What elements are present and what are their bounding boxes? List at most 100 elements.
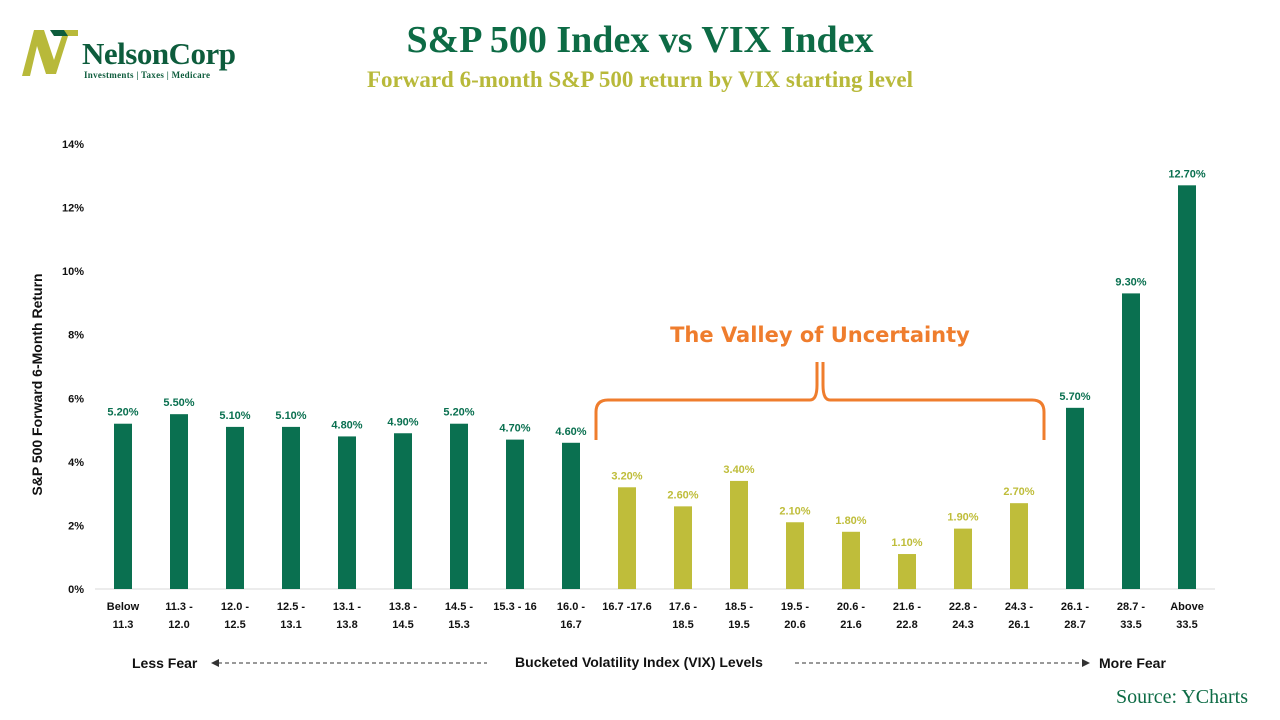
logo-name: NelsonCorp (82, 36, 236, 71)
x-tick-label: 16.0 - (557, 601, 585, 613)
data-label: 3.40% (723, 464, 754, 476)
y-tick-label: 2% (68, 520, 84, 532)
data-label: 1.80% (835, 515, 866, 527)
x-tick-label: 13.1 (280, 619, 301, 631)
nelsoncorp-logo: NelsonCorp Investments | Taxes | Medicar… (20, 24, 240, 84)
bar (1066, 407, 1084, 589)
valley-annotation: The Valley of Uncertainty (670, 323, 970, 347)
bar (450, 423, 468, 589)
bar (170, 414, 188, 589)
valley-brace (594, 362, 1046, 440)
bar (394, 433, 412, 589)
x-tick-label: 14.5 - (445, 601, 473, 613)
data-label: 4.90% (387, 416, 418, 428)
data-label: 3.20% (611, 470, 642, 482)
y-tick-label: 8% (68, 330, 84, 342)
x-tick-label: 26.1 - (1061, 601, 1089, 613)
bar (954, 528, 972, 589)
bar (1122, 293, 1140, 589)
chart-subtitle: Forward 6-month S&P 500 return by VIX st… (366, 67, 913, 92)
data-label: 12.70% (1168, 168, 1206, 180)
data-label: 4.60% (555, 426, 586, 438)
x-tick-label: 17.6 - (669, 601, 697, 613)
bar (674, 506, 692, 589)
x-tick-label: 11.3 (113, 619, 134, 631)
x-tick-label: 19.5 (728, 619, 749, 631)
x-tick-label: 24.3 - (1005, 601, 1033, 613)
data-label: 5.50% (163, 397, 194, 409)
x-tick-label: 13.8 - (389, 601, 417, 613)
x-tick-label: 11.3 - (165, 601, 193, 613)
bar (226, 426, 244, 589)
less-fear-label: Less Fear (132, 655, 198, 671)
x-tick-label: 15.3 - 16 (493, 601, 536, 613)
x-tick-label: 26.1 (1008, 619, 1029, 631)
x-tick-label: 33.5 (1120, 619, 1141, 631)
x-tick-label: 22.8 (896, 619, 917, 631)
x-tick-label: Above (1170, 601, 1204, 613)
y-tick-label: 12% (62, 203, 84, 215)
nelsoncorp-logo-mark (22, 30, 78, 76)
data-label: 5.20% (443, 407, 474, 419)
y-tick-label: 6% (68, 393, 84, 405)
x-tick-label: 21.6 (840, 619, 861, 631)
data-label: 5.10% (275, 410, 306, 422)
bar (842, 531, 860, 589)
x-tick-label: 15.3 (448, 619, 469, 631)
data-label: 1.10% (891, 537, 922, 549)
x-tick-label: 12.0 - (221, 601, 249, 613)
x-tick-label: 22.8 - (949, 601, 977, 613)
y-tick-label: 0% (68, 584, 84, 596)
chart-title: S&P 500 Index vs VIX Index (406, 19, 874, 61)
bar (730, 480, 748, 589)
x-tick-label: Below (107, 601, 140, 613)
x-tick-label: 28.7 (1064, 619, 1085, 631)
logo-tagline: Investments | Taxes | Medicare (84, 70, 211, 80)
source-note: Source: YCharts (1115, 686, 1248, 708)
x-tick-label: 18.5 - (725, 601, 753, 613)
x-tick-label: 12.0 (168, 619, 189, 631)
x-tick-label: 13.8 (336, 619, 357, 631)
x-tick-label: 21.6 - (893, 601, 921, 613)
x-tick-label: 24.3 (952, 619, 973, 631)
data-label: 2.70% (1003, 486, 1034, 498)
y-tick-label: 4% (68, 457, 84, 469)
bar (282, 426, 300, 589)
bar (562, 442, 580, 589)
x-tick-label: 33.5 (1176, 619, 1197, 631)
bar (1010, 503, 1028, 589)
data-label: 2.60% (667, 489, 698, 501)
x-tick-label: 20.6 (784, 619, 805, 631)
bar (338, 436, 356, 589)
data-label: 4.70% (499, 423, 530, 435)
x-tick-label: 14.5 (392, 619, 413, 631)
data-label: 5.70% (1059, 391, 1090, 403)
bar (786, 522, 804, 589)
less-fear-arrow-head (211, 659, 219, 667)
y-tick-label: 14% (62, 139, 84, 151)
bar (1178, 185, 1196, 590)
data-label: 2.10% (779, 505, 810, 517)
x-tick-label: 13.1 - (333, 601, 361, 613)
x-tick-label: 20.6 - (837, 601, 865, 613)
x-axis-title: Bucketed Volatility Index (VIX) Levels (515, 654, 763, 670)
y-axis-title: S&P 500 Forward 6-Month Return (29, 273, 45, 495)
y-tick-label: 10% (62, 266, 84, 278)
more-fear-arrow-head (1082, 659, 1090, 667)
data-label: 9.30% (1115, 276, 1146, 288)
x-tick-label: 28.7 - (1117, 601, 1145, 613)
x-tick-label: 16.7 -17.6 (602, 601, 652, 613)
data-label: 1.90% (947, 512, 978, 524)
data-label: 5.20% (107, 407, 138, 419)
data-label: 5.10% (219, 410, 250, 422)
x-tick-label: 12.5 - (277, 601, 305, 613)
x-tick-label: 18.5 (672, 619, 693, 631)
x-tick-label: 19.5 - (781, 601, 809, 613)
bar (898, 554, 916, 589)
data-label: 4.80% (331, 419, 362, 431)
more-fear-label: More Fear (1099, 655, 1166, 671)
x-tick-label: 16.7 (560, 619, 581, 631)
x-tick-label: 12.5 (224, 619, 245, 631)
bar (618, 487, 636, 589)
